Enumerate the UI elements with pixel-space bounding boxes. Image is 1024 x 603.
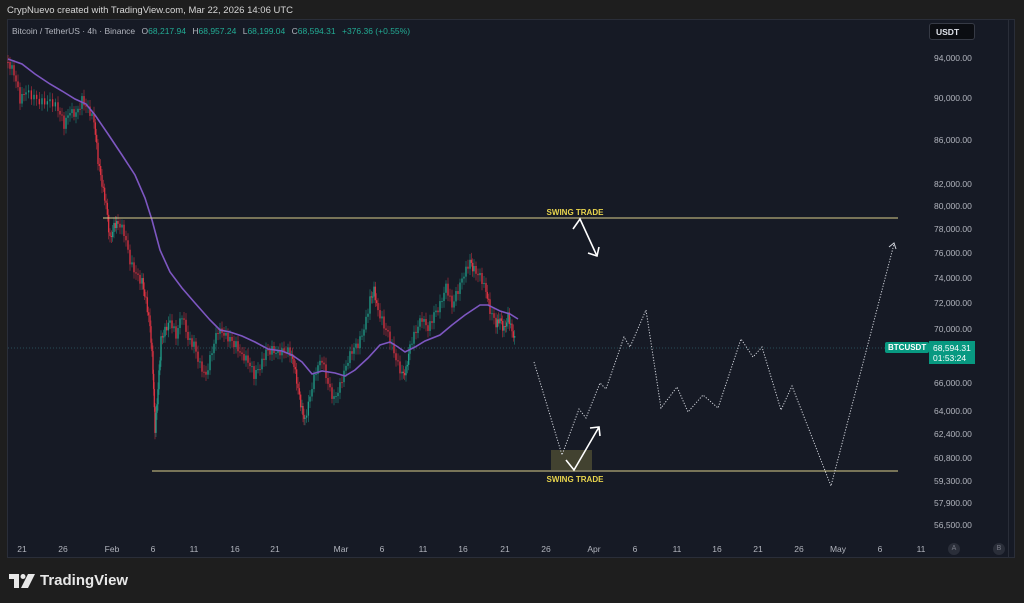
- projection-arrowhead-icon: [888, 242, 897, 250]
- price-tick: 64,000.00: [934, 406, 972, 416]
- down-arrow-icon: [572, 217, 598, 257]
- time-tick: 26: [541, 544, 551, 554]
- chart-pane[interactable]: [7, 19, 1015, 558]
- tradingview-logo[interactable]: TradingView: [9, 572, 128, 589]
- price-tick: 60,800.00: [934, 453, 972, 463]
- right-panel-border: [1008, 19, 1009, 558]
- time-tick: 21: [753, 544, 763, 554]
- tradingview-logo-icon: [9, 573, 35, 588]
- price-tick: 76,000.00: [934, 248, 972, 258]
- chart-credit: CrypNuevo created with TradingView.com, …: [7, 5, 294, 16]
- close-value: 68,594.31: [297, 26, 336, 36]
- low-value: 68,199.04: [247, 26, 286, 36]
- auto-scale-button[interactable]: A: [948, 543, 960, 555]
- current-price-tag: 68,594.31 01:53:24: [929, 341, 975, 364]
- open-value: 68,217.94: [148, 26, 186, 36]
- time-tick: 26: [794, 544, 804, 554]
- price-tick: 82,000.00: [934, 179, 972, 189]
- symbol-price-tag: BTCUSDT: [885, 342, 930, 353]
- candlesticks: [7, 55, 516, 440]
- price-tick: 70,000.00: [934, 324, 972, 334]
- time-tick: 6: [877, 544, 883, 554]
- bar-countdown: 01:53:24: [933, 353, 967, 363]
- time-tick: Apr: [587, 544, 601, 554]
- price-tick: 78,000.00: [934, 224, 972, 234]
- symbol-title[interactable]: Bitcoin / TetherUS · 4h · Binance: [12, 26, 136, 36]
- price-tick: 80,000.00: [934, 201, 972, 211]
- current-price-value: 68,594.31: [933, 343, 971, 353]
- time-tick: 26: [58, 544, 68, 554]
- time-tick: 11: [418, 544, 428, 554]
- price-tick: 57,900.00: [934, 498, 972, 508]
- time-tick: 11: [916, 544, 926, 554]
- price-tick: 74,000.00: [934, 273, 972, 283]
- time-tick: Feb: [104, 544, 120, 554]
- time-tick: 16: [230, 544, 240, 554]
- upper-swing-trade-label: SWING TRADE: [546, 208, 604, 217]
- time-tick: 16: [712, 544, 722, 554]
- time-tick: 6: [632, 544, 638, 554]
- entry-zone: [551, 450, 592, 470]
- up-arrow-icon: [565, 426, 600, 472]
- currency-button[interactable]: USDT: [929, 23, 975, 40]
- price-tick: 72,000.00: [934, 298, 972, 308]
- brand-name: TradingView: [40, 572, 129, 589]
- time-tick: 16: [458, 544, 468, 554]
- moving-average-line: [7, 58, 519, 377]
- time-tick: 11: [189, 544, 199, 554]
- log-scale-button[interactable]: B: [993, 543, 1005, 555]
- lower-swing-trade-label: SWING TRADE: [546, 475, 604, 484]
- symbol-legend: Bitcoin / TetherUS · 4h · Binance O68,21…: [12, 26, 411, 36]
- time-tick: 21: [500, 544, 510, 554]
- time-tick: 6: [150, 544, 156, 554]
- price-tick: 56,500.00: [934, 520, 972, 530]
- high-value: 68,957.24: [198, 26, 237, 36]
- price-tick: 90,000.00: [934, 93, 972, 103]
- price-tick: 86,000.00: [934, 135, 972, 145]
- price-tick: 94,000.00: [934, 53, 972, 63]
- time-tick: 11: [672, 544, 682, 554]
- projection-path: [533, 243, 895, 488]
- price-tick: 59,300.00: [934, 476, 972, 486]
- time-tick: Mar: [333, 544, 349, 554]
- time-tick: 21: [17, 544, 27, 554]
- price-tick: 62,400.00: [934, 429, 972, 439]
- time-tick: May: [829, 544, 847, 554]
- price-tick: 66,000.00: [934, 378, 972, 388]
- change-value: +376.36 (+0.55%): [341, 26, 411, 36]
- time-tick: 21: [270, 544, 280, 554]
- time-tick: 6: [379, 544, 385, 554]
